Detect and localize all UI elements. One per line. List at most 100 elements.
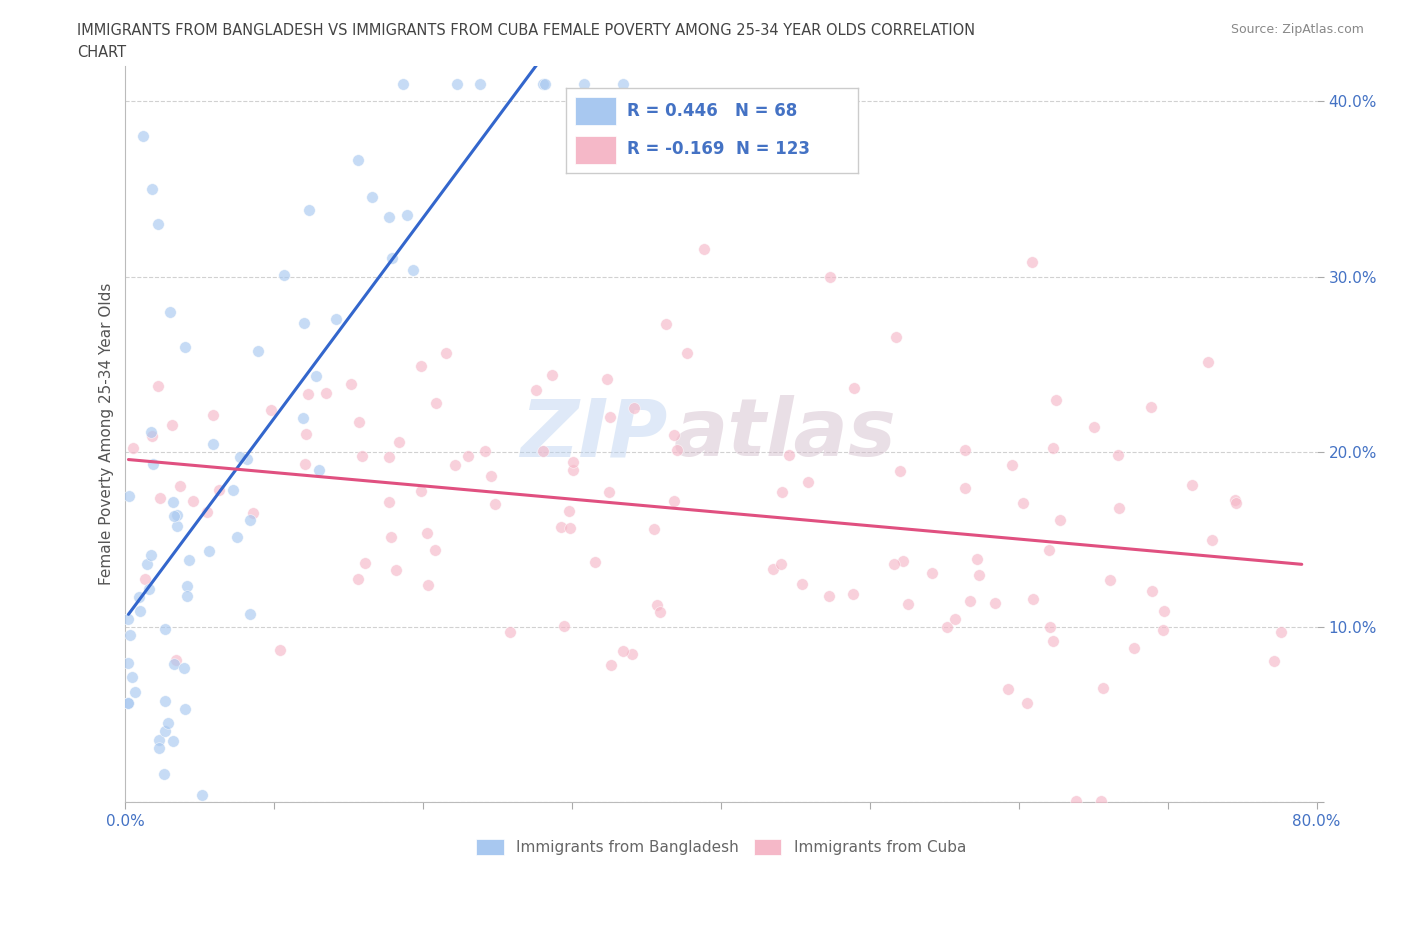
Point: [141, 424, 163, 439]
Point: [889, 463, 911, 478]
Point: [984, 595, 1007, 610]
Point: [354, 555, 377, 570]
Point: [1153, 604, 1175, 618]
Point: [664, 428, 686, 443]
Point: [623, 401, 645, 416]
Point: [1021, 591, 1043, 606]
Point: [117, 696, 139, 711]
Point: [246, 343, 269, 358]
Point: [325, 312, 347, 326]
Point: [524, 383, 547, 398]
Point: [778, 448, 800, 463]
Point: [118, 488, 141, 503]
Point: [553, 618, 575, 633]
Point: [122, 440, 145, 455]
Point: [598, 485, 620, 499]
Point: [381, 250, 404, 265]
Point: [121, 669, 143, 684]
Point: [533, 76, 555, 91]
Point: [388, 435, 411, 450]
Point: [693, 242, 716, 257]
Point: [655, 317, 678, 332]
Point: [797, 474, 820, 489]
Point: [562, 462, 585, 477]
Point: [531, 444, 554, 458]
Point: [294, 456, 316, 471]
Point: [612, 76, 634, 91]
Point: [966, 551, 988, 566]
Point: [1223, 493, 1246, 508]
Point: [169, 479, 191, 494]
Point: [297, 387, 319, 402]
Point: [385, 563, 408, 578]
Point: [1038, 542, 1060, 557]
Point: [1152, 623, 1174, 638]
Point: [1099, 573, 1122, 588]
Point: [198, 543, 221, 558]
Point: [1021, 255, 1043, 270]
Point: [541, 368, 564, 383]
Y-axis label: Female Poverty Among 25-34 Year Olds: Female Poverty Among 25-34 Year Olds: [100, 283, 114, 586]
Point: [294, 427, 316, 442]
Point: [392, 76, 415, 91]
Point: [166, 508, 188, 523]
Point: [921, 565, 943, 580]
Text: Source: ZipAtlas.com: Source: ZipAtlas.com: [1230, 23, 1364, 36]
Point: [1225, 495, 1247, 510]
Point: [499, 624, 522, 639]
Point: [291, 411, 314, 426]
Point: [155, 724, 177, 738]
Point: [416, 525, 439, 540]
Point: [176, 578, 198, 593]
Point: [308, 462, 330, 477]
Point: [149, 491, 172, 506]
Point: [620, 646, 643, 661]
Point: [446, 76, 468, 91]
Point: [967, 568, 990, 583]
Point: [936, 619, 959, 634]
Point: [1270, 625, 1292, 640]
Point: [269, 642, 291, 657]
Point: [132, 129, 155, 144]
Point: [163, 509, 186, 524]
Point: [191, 788, 214, 803]
Point: [645, 598, 668, 613]
Point: [534, 76, 557, 91]
Point: [352, 448, 374, 463]
Point: [470, 76, 492, 91]
Point: [883, 556, 905, 571]
Point: [612, 644, 634, 658]
Point: [1197, 355, 1219, 370]
Point: [648, 604, 671, 619]
Text: atlas: atlas: [673, 395, 896, 473]
Point: [396, 208, 419, 223]
Point: [550, 520, 572, 535]
Point: [434, 345, 457, 360]
Point: [148, 733, 170, 748]
Point: [174, 339, 197, 354]
Point: [195, 505, 218, 520]
Point: [1263, 654, 1285, 669]
Point: [239, 607, 262, 622]
Point: [643, 522, 665, 537]
Point: [124, 684, 146, 699]
Point: [298, 203, 321, 218]
Legend: Immigrants from Bangladesh, Immigrants from Cuba: Immigrants from Bangladesh, Immigrants f…: [470, 832, 972, 861]
Point: [444, 458, 467, 472]
Point: [346, 572, 368, 587]
Point: [790, 577, 813, 591]
Point: [294, 315, 316, 330]
Point: [173, 660, 195, 675]
Point: [260, 402, 283, 417]
Point: [226, 529, 249, 544]
Point: [174, 702, 197, 717]
Point: [943, 611, 966, 626]
Point: [1039, 619, 1062, 634]
Point: [340, 377, 363, 392]
Point: [166, 519, 188, 534]
Point: [117, 612, 139, 627]
Point: [1091, 681, 1114, 696]
Point: [1045, 392, 1067, 407]
Point: [134, 571, 156, 586]
Point: [202, 407, 225, 422]
